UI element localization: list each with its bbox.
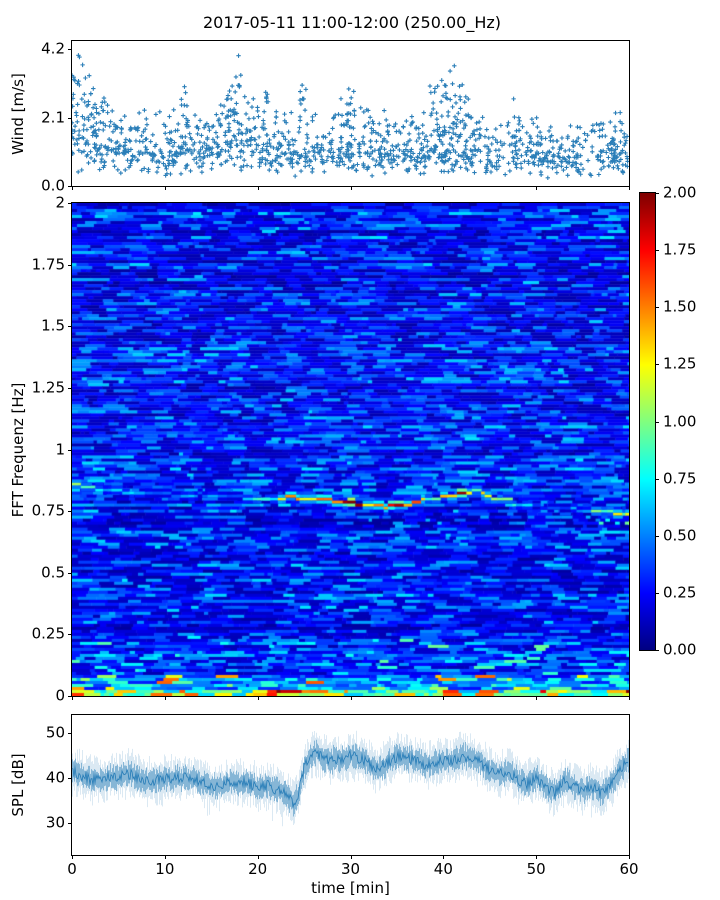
x-tick-label: 60 <box>619 860 639 878</box>
spectrogram-y-tick-label: 2 <box>55 193 65 212</box>
spectrogram-ylabel: FFT Frequenz [Hz] <box>9 382 27 517</box>
colorbar <box>639 192 656 651</box>
spectrogram-axes <box>71 202 630 697</box>
x-tick-label: 30 <box>340 860 361 878</box>
colorbar-tick-label: 1.50 <box>663 297 697 316</box>
spectrogram-y-tick-label: 1.25 <box>31 378 65 397</box>
spectrogram-y-tick-label: 0.5 <box>41 563 65 582</box>
wind-y-tick-label: 4.2 <box>41 39 65 58</box>
colorbar-tick-label: 1.25 <box>663 354 697 373</box>
wind-scatter-canvas <box>72 41 629 186</box>
wind-axes <box>71 40 630 187</box>
colorbar-tick-label: 2.00 <box>663 183 697 202</box>
colorbar-tick-label: 1.75 <box>663 240 697 259</box>
spl-y-tick-label: 40 <box>45 768 65 787</box>
x-tick-label: 40 <box>433 860 453 878</box>
spectrogram-y-tick-label: 1 <box>55 440 65 458</box>
figure-title: 2017-05-11 11:00-12:00 (250.00_Hz) <box>202 13 502 32</box>
spectrogram-y-tick-label: 1.75 <box>31 255 65 274</box>
x-tick-label: 50 <box>526 860 546 878</box>
spectrogram-y-tick-label: 0.25 <box>31 624 65 643</box>
spl-y-tick-label: 50 <box>45 723 65 742</box>
colorbar-tick-label: 0.50 <box>663 526 697 545</box>
colorbar-tick-label: 0.75 <box>663 469 697 488</box>
colorbar-canvas <box>640 193 655 650</box>
spectrogram-y-tick-label: 1.5 <box>41 316 65 335</box>
colorbar-tick-label: 1.00 <box>663 412 697 430</box>
x-tick-label: 0 <box>67 860 77 878</box>
colorbar-tick-label: 0.00 <box>663 640 697 659</box>
x-axis-label: time [min] <box>311 879 390 897</box>
wind-ylabel: Wind [m/s] <box>9 72 27 155</box>
colorbar-tick-label: 0.25 <box>663 583 697 602</box>
spl-axes <box>71 714 630 856</box>
spectrogram-y-tick-label: 0 <box>55 686 65 705</box>
x-tick-label: 20 <box>248 860 268 878</box>
wind-y-tick-label: 2.1 <box>41 108 65 127</box>
spectrogram-canvas <box>72 203 629 696</box>
spl-y-tick-label: 30 <box>45 813 65 832</box>
spl-line-canvas <box>72 715 629 855</box>
spectrogram-y-tick-label: 0.75 <box>31 501 65 520</box>
spl-ylabel: SPL [dB] <box>9 753 27 817</box>
x-tick-label: 10 <box>155 860 175 878</box>
wind-y-tick-label: 0.0 <box>41 176 65 195</box>
